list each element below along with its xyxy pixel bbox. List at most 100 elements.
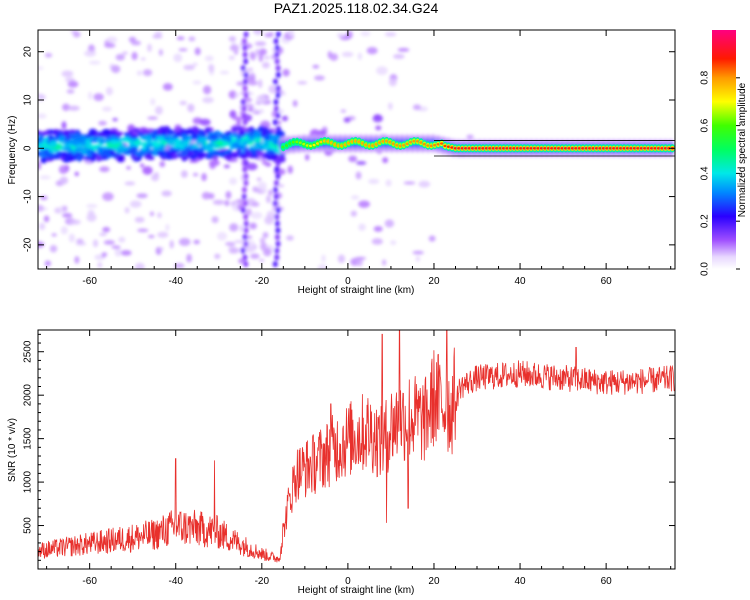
- heatmap-cell: [272, 78, 278, 85]
- ridge-cell: [360, 142, 365, 145]
- heatmap-cell: [162, 83, 173, 91]
- heatmap-cell: [246, 162, 258, 171]
- heatmap-cell: [251, 201, 260, 207]
- heatmap-cell: [61, 121, 67, 130]
- heatmap-cell: [241, 186, 247, 193]
- heatmap-cell: [275, 85, 281, 92]
- heatmap-cell: [255, 48, 260, 56]
- heatmap-cell: [198, 129, 205, 135]
- heatmap-cell: [249, 51, 255, 60]
- heatmap-cell: [62, 205, 68, 212]
- heatmap-cell: [192, 62, 198, 66]
- heatmap-cell: [191, 148, 200, 155]
- heatmap-cell: [179, 100, 187, 106]
- heatmap-cell: [350, 257, 360, 266]
- heatmap-cell: [274, 166, 280, 173]
- heatmap-cell: [88, 91, 93, 100]
- heatmap-cell: [106, 36, 118, 44]
- heatmap-cell: [275, 92, 281, 99]
- colorbar-tick-label: 0.2: [700, 214, 711, 228]
- heatmap-cell: [173, 53, 183, 63]
- heatmap-cell: [275, 65, 281, 72]
- ridge-cell: [391, 142, 396, 145]
- heatmap-cell: [272, 119, 278, 126]
- heatmap-cell: [38, 222, 46, 231]
- heatmap-cell: [384, 32, 397, 37]
- heatmap-cell: [76, 238, 84, 244]
- heatmap-cell: [160, 139, 165, 143]
- x-tick-label: 40: [514, 276, 526, 287]
- heatmap-cell: [38, 204, 44, 212]
- heatmap-cell: [242, 166, 248, 173]
- heatmap-cell: [321, 254, 326, 263]
- heatmap-cell: [257, 108, 265, 114]
- heatmap-cell: [269, 133, 274, 141]
- heatmap-cell: [191, 132, 199, 140]
- heatmap-cell: [225, 241, 236, 246]
- heatmap-cell: [288, 30, 295, 37]
- heatmap-cell: [232, 131, 239, 138]
- heatmap-cell: [193, 239, 200, 245]
- heatmap-cell: [243, 173, 249, 180]
- heatmap-cell: [51, 148, 57, 153]
- snr-y-label: SNR (10 * v/v): [7, 418, 18, 482]
- heatmap-cell: [366, 46, 378, 55]
- heatmap-cell: [158, 48, 163, 56]
- heatmap-cell: [102, 192, 114, 201]
- heatmap-cell: [234, 239, 244, 244]
- snr-background: [38, 330, 675, 569]
- heatmap-cell: [38, 131, 44, 136]
- heatmap-cell: [259, 258, 265, 263]
- heatmap-cell: [259, 237, 266, 244]
- ridge-cell: [284, 144, 289, 147]
- snr-series-line: [38, 330, 675, 563]
- heatmap-cell: [38, 161, 42, 170]
- heatmap-cell: [227, 152, 232, 156]
- x-tick-label: 20: [428, 276, 440, 287]
- heatmap-cell: [200, 143, 205, 149]
- heatmap-cell: [109, 130, 118, 136]
- heatmap-cell: [178, 48, 188, 52]
- heatmap-cell: [63, 147, 72, 152]
- heatmap-cell: [385, 179, 392, 187]
- heatmap-cell: [375, 125, 382, 131]
- heatmap-cell: [240, 207, 246, 214]
- heatmap-cell: [273, 105, 279, 112]
- heatmap-cell: [277, 120, 282, 125]
- ridge-cell: [439, 142, 444, 145]
- heatmap-cell: [336, 33, 346, 38]
- heatmap-cell: [240, 65, 246, 72]
- heatmap-cell: [43, 148, 50, 155]
- heatmap-cell: [157, 212, 162, 219]
- heatmap-cell: [140, 163, 145, 168]
- x-tick-label: -60: [82, 576, 97, 587]
- heatmap-cell: [327, 50, 332, 59]
- heatmap-cell: [142, 166, 153, 175]
- heatmap-cell: [272, 138, 281, 145]
- heatmap-cell: [39, 175, 51, 180]
- heatmap-cell: [74, 140, 81, 145]
- heatmap-cell: [38, 113, 47, 119]
- heatmap-cell: [132, 127, 141, 134]
- heatmap-cell: [133, 151, 142, 157]
- heatmap-cell: [61, 70, 74, 78]
- heatmap-cell: [206, 142, 215, 149]
- y-tick-label: 2500: [23, 340, 34, 363]
- heatmap-cell: [245, 76, 256, 82]
- heatmap-cell: [317, 263, 328, 269]
- heatmap-cell: [110, 139, 119, 144]
- heatmap-cell: [194, 47, 201, 56]
- heatmap-cell: [376, 66, 388, 76]
- heatmap-cell: [134, 216, 145, 223]
- heatmap-cell: [136, 193, 148, 199]
- heatmap-cell: [128, 129, 133, 136]
- heatmap-cell: [53, 154, 59, 159]
- colorbar-tick-label: 0.4: [700, 166, 711, 180]
- heatmap-cell: [253, 136, 263, 144]
- heatmap-cell: [252, 152, 258, 156]
- heatmap-cell: [264, 215, 274, 225]
- heatmap-cell: [117, 148, 124, 154]
- heatmap-cell: [236, 134, 242, 140]
- heatmap-cell: [350, 195, 360, 200]
- heatmap-cell: [66, 89, 75, 94]
